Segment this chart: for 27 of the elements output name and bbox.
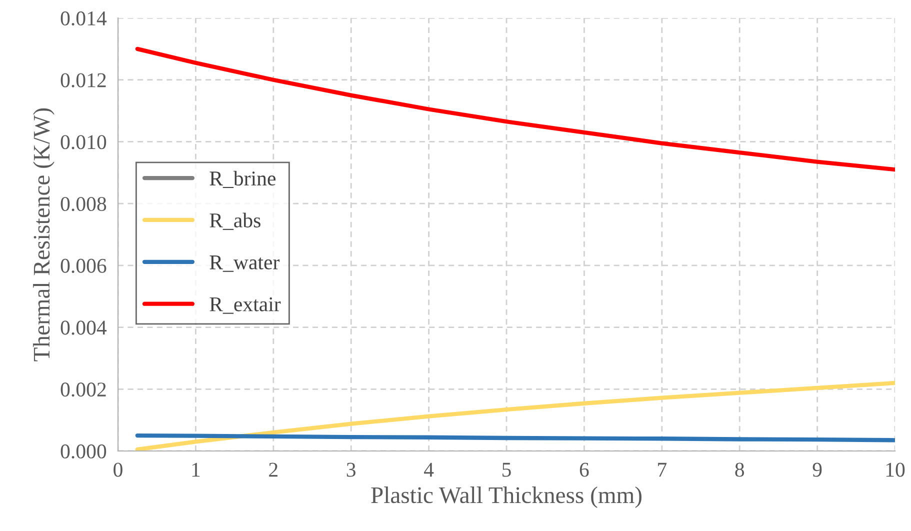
y-tick-label: 0.000 — [60, 444, 106, 459]
legend-label: R_extair — [210, 297, 281, 314]
y-tick-label: 0.006 — [60, 258, 106, 273]
y-tick-label: 0.012 — [60, 73, 106, 88]
x-tick-label: 8 — [735, 462, 744, 477]
x-axis-title: Plastic Wall Thickness (mm) — [371, 486, 642, 508]
x-tick-label: 2 — [269, 462, 278, 477]
legend-label: R_abs — [210, 212, 260, 230]
legend-label: R_water — [210, 256, 280, 272]
x-tick-label: 4 — [424, 462, 434, 477]
x-tick-label: 5 — [502, 462, 511, 477]
x-tick-label: 10 — [886, 462, 905, 477]
line-series — [135, 380, 895, 451]
legend-label: R_brine — [210, 170, 276, 188]
x-tick-label: 9 — [812, 462, 822, 477]
y-axis-title: Thermal Resistence (K/W) — [33, 108, 54, 362]
y-tick-label: 0.008 — [60, 196, 106, 212]
y-tick-label: 0.014 — [60, 11, 107, 26]
y-tick-label: 0.002 — [60, 382, 106, 397]
x-tick-label: 0 — [114, 462, 122, 477]
x-tick-label: 6 — [580, 462, 589, 477]
y-tick-label: 0.004 — [60, 320, 107, 335]
y-tick-label: 0.010 — [60, 135, 106, 150]
x-tick-label: 7 — [658, 462, 667, 477]
x-tick-label: 1 — [192, 462, 200, 477]
line-series — [135, 46, 895, 172]
x-tick-label: 3 — [346, 462, 356, 477]
